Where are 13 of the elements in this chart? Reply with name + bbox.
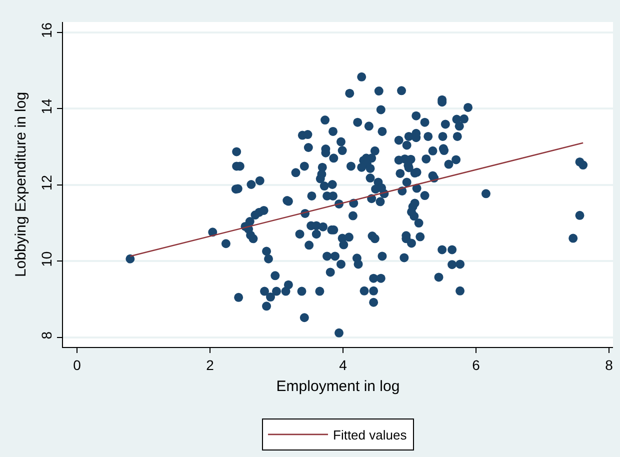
legend-label: Fitted values — [333, 428, 408, 443]
x-tick-label: 2 — [206, 356, 214, 373]
x-tick-label: 0 — [73, 356, 82, 373]
y-tick-label: 10 — [38, 251, 54, 267]
x-tick-label: 4 — [339, 356, 348, 373]
x-tick-label: 6 — [472, 356, 480, 373]
x-tick-label: 8 — [605, 356, 614, 373]
x-axis-title: Employment in log — [276, 378, 400, 395]
y-axis-title: Lobbying Expenditure in log — [12, 92, 30, 278]
y-tick-label: 12 — [38, 174, 54, 191]
y-tick-label: 16 — [38, 22, 54, 38]
y-tick-label: 8 — [38, 331, 54, 340]
y-tick-label: 14 — [38, 98, 54, 114]
